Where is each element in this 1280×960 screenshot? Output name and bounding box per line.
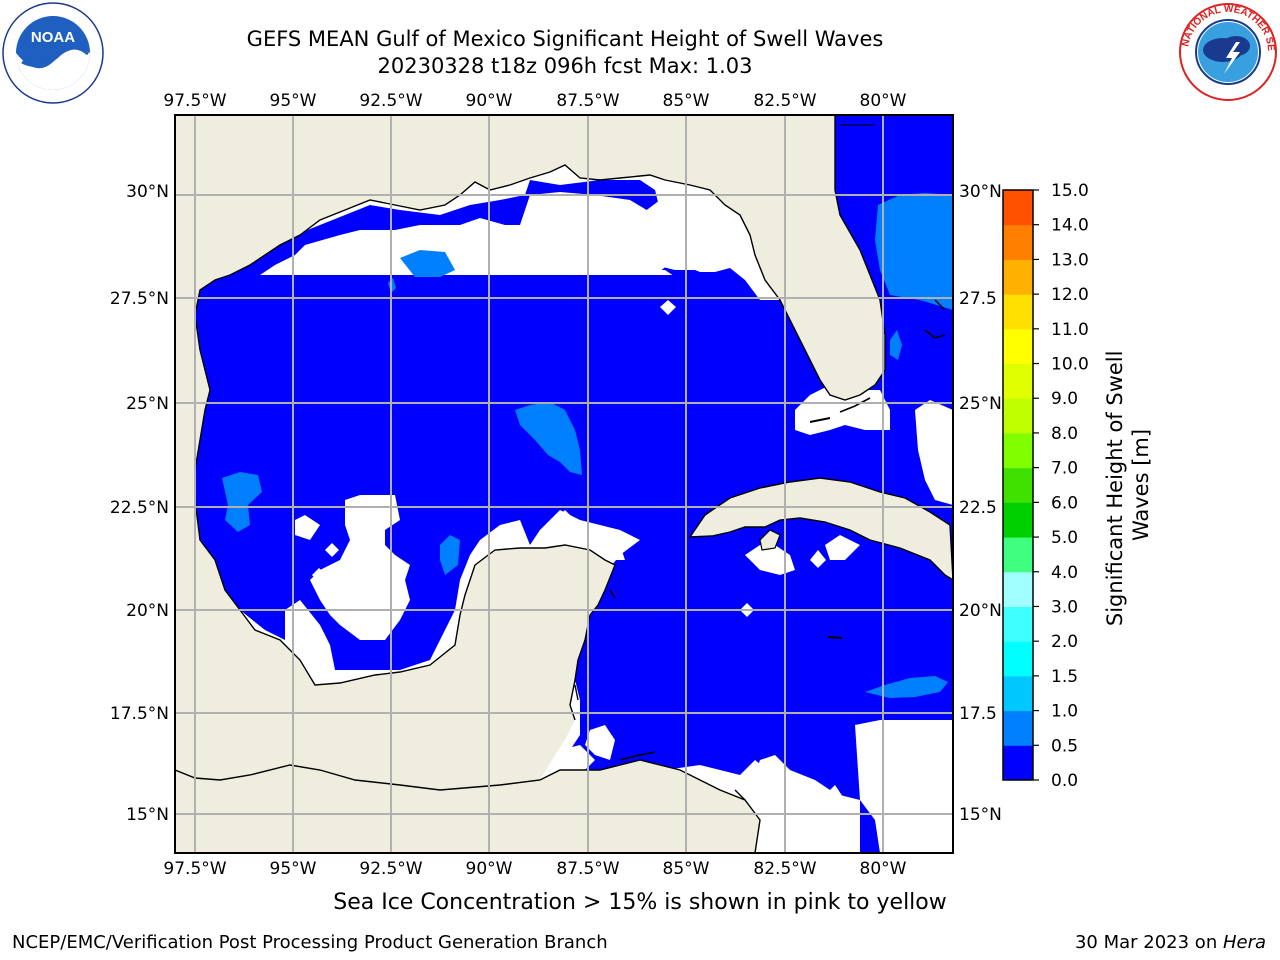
colorbar-label: Significant Height of Swell Waves [m]: [1103, 344, 1153, 626]
lon-tick: 95°W: [270, 91, 317, 111]
swell-field-low: [195, 115, 953, 853]
lon-tick: 80°W: [860, 91, 907, 111]
colorbar-tick-label: 6.0: [1051, 493, 1078, 513]
colorbar-segment: [1003, 432, 1033, 469]
lon-tick: 82.5°W: [753, 859, 816, 879]
colorbar-tick-label: 12.0: [1051, 285, 1089, 305]
colorbar-segment: [1003, 259, 1033, 295]
colorbar-tick-label: 9.0: [1051, 389, 1078, 409]
colorbar-tick-label: 11.0: [1051, 320, 1089, 340]
colorbar-segment: [1003, 606, 1033, 642]
colorbar-segment: [1003, 641, 1033, 677]
lat-tick: 27.5: [959, 289, 997, 309]
lon-tick: 80°W: [860, 859, 907, 879]
colorbar-segment: [1003, 467, 1033, 503]
colorbar-segment: [1003, 675, 1033, 712]
map-plot-area: [175, 115, 953, 853]
lon-tick: 90°W: [466, 859, 513, 879]
lon-tick: 85°W: [663, 91, 710, 111]
colorbar-tick-label: 7.0: [1051, 459, 1078, 479]
noaa-logo-text: NOAA: [31, 29, 75, 46]
lon-tick: 92.5°W: [359, 91, 422, 111]
colorbar-tick-label: 2.0: [1051, 632, 1078, 652]
colorbar-segment: [1003, 710, 1033, 746]
colorbar-segment: [1003, 745, 1033, 781]
lat-tick: 25°N: [959, 394, 1002, 414]
colorbar-frame: [1002, 189, 1034, 781]
lat-tick: 20°N: [126, 601, 169, 621]
colorbar: 0.0 0.5 1.0 1.5 2.0 3.0 4.0 5.0 6.0 7.0 8.0 9.0 10.0…: [1002, 181, 1089, 791]
lon-tick: 82.5°W: [753, 91, 816, 111]
lat-tick: 30°N: [126, 182, 169, 202]
colorbar-tick-label: 3.0: [1051, 597, 1078, 617]
colorbar-tick-label: 0.0: [1051, 771, 1078, 791]
map-title: GEFS MEAN Gulf of Mexico Significant Hei…: [246, 27, 884, 51]
lon-tick: 92.5°W: [359, 859, 422, 879]
colorbar-segment: [1003, 363, 1033, 399]
colorbar-tick-label: 0.5: [1051, 736, 1078, 756]
credit-host: Hera: [1222, 932, 1266, 953]
map-frame: [174, 114, 954, 854]
map-subtitle: 20230328 t18z 096h fcst Max: 1.03: [377, 54, 753, 78]
lon-tick: 97.5°W: [163, 859, 226, 879]
colorbar-tick-label: 13.0: [1051, 250, 1089, 270]
colorbar-tick-label: 14.0: [1051, 216, 1089, 236]
nws-logo: NATIONAL WEATHER SERVICE: [1178, 2, 1277, 101]
credit-date: 30 Mar 2023 on: [1074, 932, 1223, 953]
noaa-logo: NOAA: [2, 2, 104, 104]
lat-tick: 27.5°N: [110, 289, 169, 309]
colorbar-tick-label: 15.0: [1051, 181, 1089, 201]
lat-tick: 20°N: [959, 601, 1002, 621]
land: [175, 115, 953, 853]
colorbar-tick-label: 4.0: [1051, 563, 1078, 583]
colorbar-label-line2: Waves [m]: [1129, 429, 1153, 541]
lat-ticks-left: 30°N 27.5°N 25°N 22.5°N 20°N 17.5°N 15°N: [110, 182, 169, 825]
lon-tick: 90°W: [466, 91, 513, 111]
colorbar-tick-label: 1.5: [1051, 667, 1078, 687]
colorbar-label-line1: Significant Height of Swell: [1103, 351, 1127, 627]
sea-ice-note: Sea Ice Concentration > 15% is shown in …: [0, 890, 1280, 915]
colorbar-tick-label: 10.0: [1051, 355, 1089, 375]
lat-tick: 15°N: [126, 805, 169, 825]
lon-tick: 87.5°W: [556, 91, 619, 111]
colorbar-segment: [1003, 328, 1033, 365]
lon-tick: 95°W: [270, 859, 317, 879]
colorbar-segment: [1003, 571, 1033, 607]
colorbar-segment: [1003, 190, 1033, 226]
colorbar-segment: [1003, 502, 1033, 538]
colorbar-tick-label: 8.0: [1051, 424, 1078, 444]
lon-ticks-bottom: 97.5°W 95°W 92.5°W 90°W 87.5°W 85°W 82.5…: [163, 859, 906, 879]
sea-ice-note-text: Sea Ice Concentration > 15% is shown in …: [333, 890, 947, 915]
lat-tick: 17.5°N: [110, 704, 169, 724]
lat-tick: 15°N: [959, 805, 1002, 825]
lat-tick: 30°N: [959, 182, 1002, 202]
colorbar-segment: [1003, 537, 1033, 573]
colorbar-segment: [1003, 224, 1033, 260]
masked-zones: [295, 190, 953, 853]
credit-right: 30 Mar 2023 on Hera: [1075, 932, 1266, 953]
lon-ticks-top: 97.5°W 95°W 92.5°W 90°W 87.5°W 85°W 82.5…: [163, 91, 906, 111]
colorbar-tick-label: 5.0: [1051, 528, 1078, 548]
lon-tick: 85°W: [663, 859, 710, 879]
lon-tick: 87.5°W: [556, 859, 619, 879]
lon-tick: 97.5°W: [163, 91, 226, 111]
lat-tick: 22.5: [959, 498, 997, 518]
colorbar-tick-label: 1.0: [1051, 702, 1078, 722]
lat-ticks-right: 30°N 27.5 25°N 22.5 20°N 17.5 15°N: [959, 182, 1002, 825]
lat-tick: 25°N: [126, 394, 169, 414]
lat-tick: 22.5°N: [110, 498, 169, 518]
colorbar-segment: [1003, 294, 1033, 330]
credit-left: NCEP/EMC/Verification Post Processing Pr…: [12, 932, 608, 953]
gridlines: [175, 115, 953, 853]
colorbar-segment: [1003, 398, 1033, 434]
lat-tick: 17.5: [959, 704, 997, 724]
